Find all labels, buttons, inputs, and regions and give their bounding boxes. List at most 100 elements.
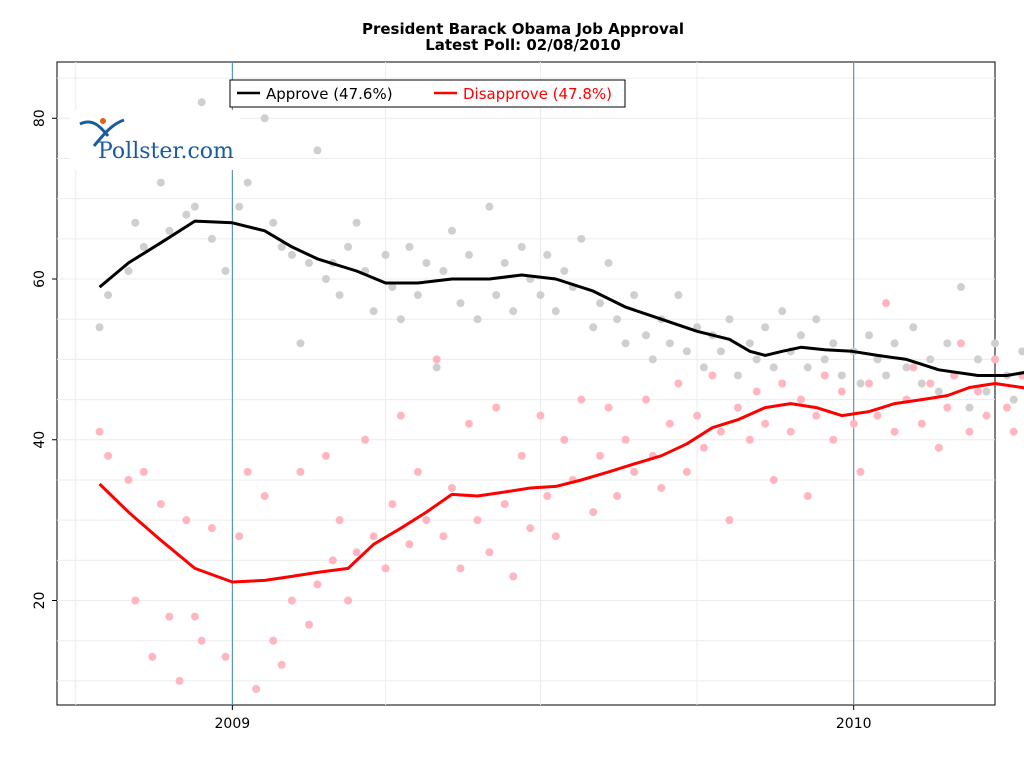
disapprove-point xyxy=(865,379,874,388)
approve-point xyxy=(243,178,252,187)
disapprove-point xyxy=(95,427,104,436)
legend-approve-label: Approve (47.6%) xyxy=(266,85,393,103)
axes: 20 40 60 80 2009 2010 xyxy=(32,109,872,732)
disapprove-point xyxy=(882,299,891,308)
disapprove-point xyxy=(621,435,630,444)
x-tick-label: 2010 xyxy=(836,716,872,732)
disapprove-point xyxy=(965,427,974,436)
disapprove-point xyxy=(381,564,390,573)
disapprove-point xyxy=(456,564,465,573)
disapprove-point xyxy=(148,652,157,661)
disapprove-point xyxy=(849,419,858,428)
approve-point xyxy=(536,291,545,300)
disapprove-point xyxy=(156,500,165,509)
approve-point xyxy=(769,363,778,372)
approve-point xyxy=(165,226,174,235)
approve-point xyxy=(812,315,821,324)
approve-point xyxy=(733,371,742,380)
approve-point xyxy=(648,355,657,364)
approve-point xyxy=(965,403,974,412)
approve-point xyxy=(803,363,812,372)
disapprove-point xyxy=(642,395,651,404)
logo-text: Pollster.com xyxy=(98,139,234,164)
disapprove-point xyxy=(388,500,397,509)
disapprove-point xyxy=(304,620,313,629)
approve-point xyxy=(182,210,191,219)
approve-point xyxy=(926,355,935,364)
disapprove-point xyxy=(560,435,569,444)
approve-point xyxy=(604,258,613,267)
disapprove-points xyxy=(95,299,1024,693)
approve-point xyxy=(139,242,148,251)
disapprove-point xyxy=(786,427,795,436)
approve-point xyxy=(352,218,361,227)
approve-point xyxy=(982,387,991,396)
disapprove-point xyxy=(577,395,586,404)
approve-point xyxy=(517,242,526,251)
approve-point xyxy=(890,339,899,348)
disapprove-point xyxy=(543,492,552,501)
approve-point xyxy=(674,291,683,300)
approve-point xyxy=(882,371,891,380)
approve-point xyxy=(820,355,829,364)
disapprove-point xyxy=(752,387,761,396)
disapprove-point xyxy=(243,467,252,476)
approve-point xyxy=(577,234,586,243)
legend-box xyxy=(229,79,626,108)
approve-point xyxy=(296,339,305,348)
disapprove-point xyxy=(447,483,456,492)
approve-point xyxy=(752,355,761,364)
approve-point xyxy=(344,242,353,251)
legend: Approve (47.6%) Disapprove (47.8%) xyxy=(229,79,626,108)
approve-point xyxy=(447,226,456,235)
y-tick-label: 60 xyxy=(32,270,48,288)
disapprove-point xyxy=(682,467,691,476)
disapprove-point xyxy=(708,371,717,380)
disapprove-point xyxy=(943,403,952,412)
chart-subtitle: Latest Poll: 02/08/2010 xyxy=(425,36,621,54)
approve-point xyxy=(589,323,598,332)
logo-name: Pollster.com xyxy=(98,139,234,164)
disapprove-point xyxy=(190,612,199,621)
approve-point xyxy=(725,315,734,324)
disapprove-point xyxy=(693,411,702,420)
approve-point xyxy=(277,242,286,251)
disapprove-point xyxy=(139,467,148,476)
approve-point xyxy=(432,363,441,372)
disapprove-point xyxy=(335,516,344,525)
disapprove-point xyxy=(165,612,174,621)
approve-point xyxy=(778,307,787,316)
disapprove-point xyxy=(934,443,943,452)
disapprove-point xyxy=(589,508,598,517)
disapprove-point xyxy=(207,524,216,533)
disapprove-point xyxy=(761,419,770,428)
approve-point xyxy=(909,323,918,332)
approve-point xyxy=(269,218,278,227)
disapprove-point xyxy=(235,532,244,541)
disapprove-point xyxy=(812,411,821,420)
disapprove-point xyxy=(917,419,926,428)
approve-trend-line xyxy=(98,219,1024,377)
disapprove-point xyxy=(413,467,422,476)
approve-point xyxy=(313,146,322,155)
approve-point xyxy=(829,339,838,348)
approve-point xyxy=(560,266,569,275)
disapprove-point xyxy=(313,580,322,589)
approve-point xyxy=(321,275,330,284)
approve-point xyxy=(439,266,448,275)
approve-point xyxy=(665,339,674,348)
disapprove-point xyxy=(269,636,278,645)
disapprove-point xyxy=(699,443,708,452)
disapprove-point xyxy=(873,411,882,420)
disapprove-point xyxy=(432,355,441,364)
disapprove-point xyxy=(277,660,286,669)
disapprove-point xyxy=(796,395,805,404)
disapprove-point xyxy=(526,524,535,533)
disapprove-point xyxy=(517,451,526,460)
approve-point xyxy=(369,307,378,316)
approve-point xyxy=(287,250,296,259)
approve-point xyxy=(500,258,509,267)
disapprove-point xyxy=(492,403,501,412)
disapprove-point xyxy=(909,363,918,372)
approve-point xyxy=(235,202,244,211)
